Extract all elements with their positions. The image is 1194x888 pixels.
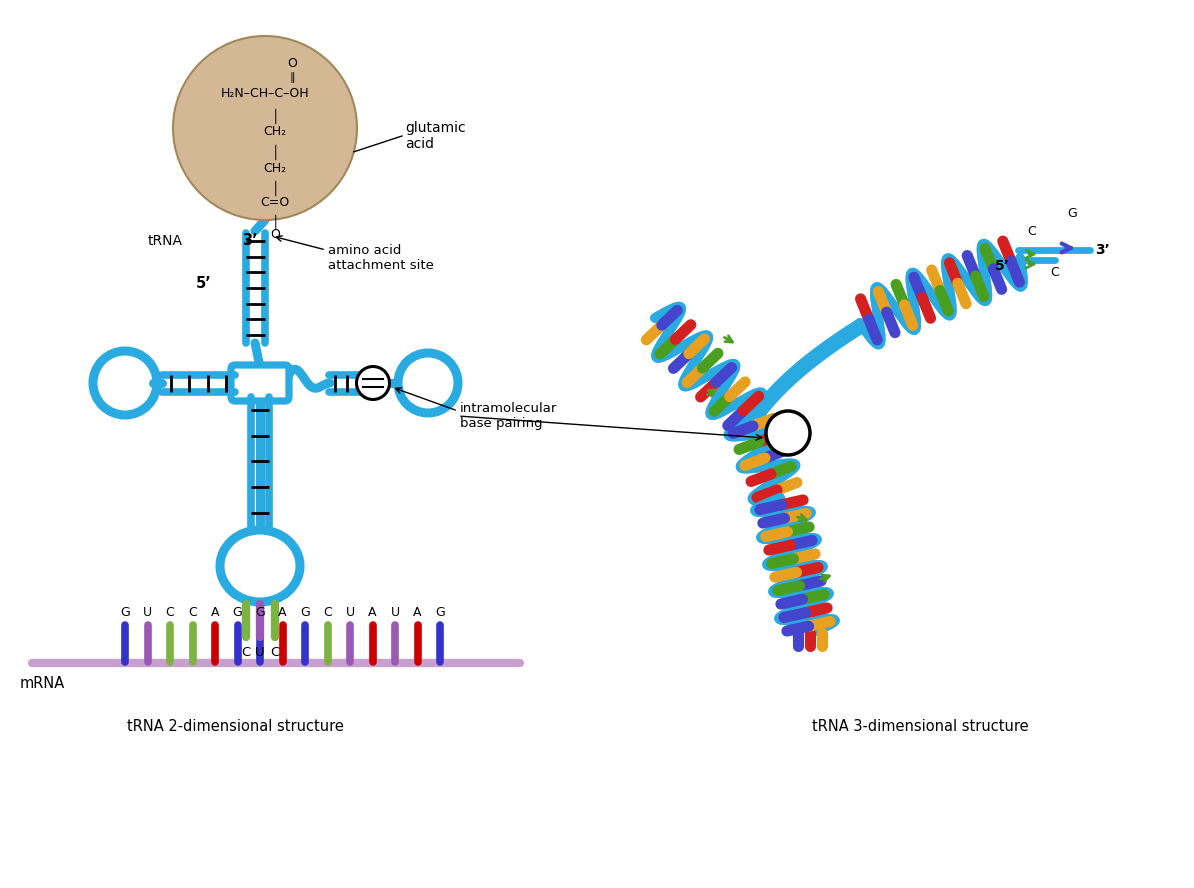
Text: C: C — [1028, 225, 1036, 238]
Text: tRNA 2-dimensional structure: tRNA 2-dimensional structure — [127, 718, 344, 733]
Text: │: │ — [271, 214, 278, 230]
Text: │: │ — [271, 180, 278, 195]
Circle shape — [357, 367, 389, 400]
Ellipse shape — [220, 530, 300, 602]
Text: G: G — [435, 606, 445, 619]
Text: C: C — [166, 606, 174, 619]
Text: │: │ — [271, 108, 278, 123]
Text: C=O: C=O — [260, 195, 290, 209]
Text: C: C — [324, 606, 332, 619]
Text: CH₂: CH₂ — [264, 124, 287, 138]
Text: 5’: 5’ — [995, 259, 1010, 273]
Text: U: U — [256, 646, 265, 659]
Text: 5’: 5’ — [196, 275, 213, 290]
Text: H₂N–CH–C–OH: H₂N–CH–C–OH — [221, 86, 309, 99]
Text: G: G — [1067, 207, 1077, 220]
Circle shape — [767, 411, 810, 455]
FancyBboxPatch shape — [230, 365, 289, 401]
Text: O: O — [270, 227, 279, 241]
Text: mRNA: mRNA — [20, 676, 66, 691]
Circle shape — [173, 36, 357, 220]
Text: 3’: 3’ — [1095, 243, 1109, 257]
Text: U: U — [143, 606, 152, 619]
Text: A: A — [278, 606, 287, 619]
Text: U: U — [390, 606, 400, 619]
Text: 3’: 3’ — [242, 233, 258, 248]
Text: CH₂: CH₂ — [264, 162, 287, 175]
Text: intramolecular
base pairing: intramolecular base pairing — [460, 402, 558, 430]
Text: C: C — [241, 646, 250, 659]
Text: ∥: ∥ — [289, 73, 295, 83]
Text: C: C — [1051, 266, 1059, 279]
Text: G: G — [121, 606, 130, 619]
Circle shape — [93, 351, 156, 415]
Text: glutamic
acid: glutamic acid — [405, 121, 466, 151]
Text: tRNA 3-dimensional structure: tRNA 3-dimensional structure — [812, 718, 1028, 733]
Text: A: A — [413, 606, 421, 619]
Text: U: U — [345, 606, 355, 619]
Text: A: A — [368, 606, 377, 619]
Text: tRNA: tRNA — [148, 234, 183, 248]
Text: G: G — [233, 606, 242, 619]
Text: A: A — [211, 606, 220, 619]
Text: G: G — [256, 606, 265, 619]
Text: C: C — [270, 646, 279, 659]
Circle shape — [398, 353, 458, 413]
Text: G: G — [300, 606, 310, 619]
Text: C: C — [189, 606, 197, 619]
Text: │: │ — [271, 144, 278, 160]
Text: O: O — [287, 57, 297, 69]
Text: amino acid
attachment site: amino acid attachment site — [328, 244, 433, 272]
